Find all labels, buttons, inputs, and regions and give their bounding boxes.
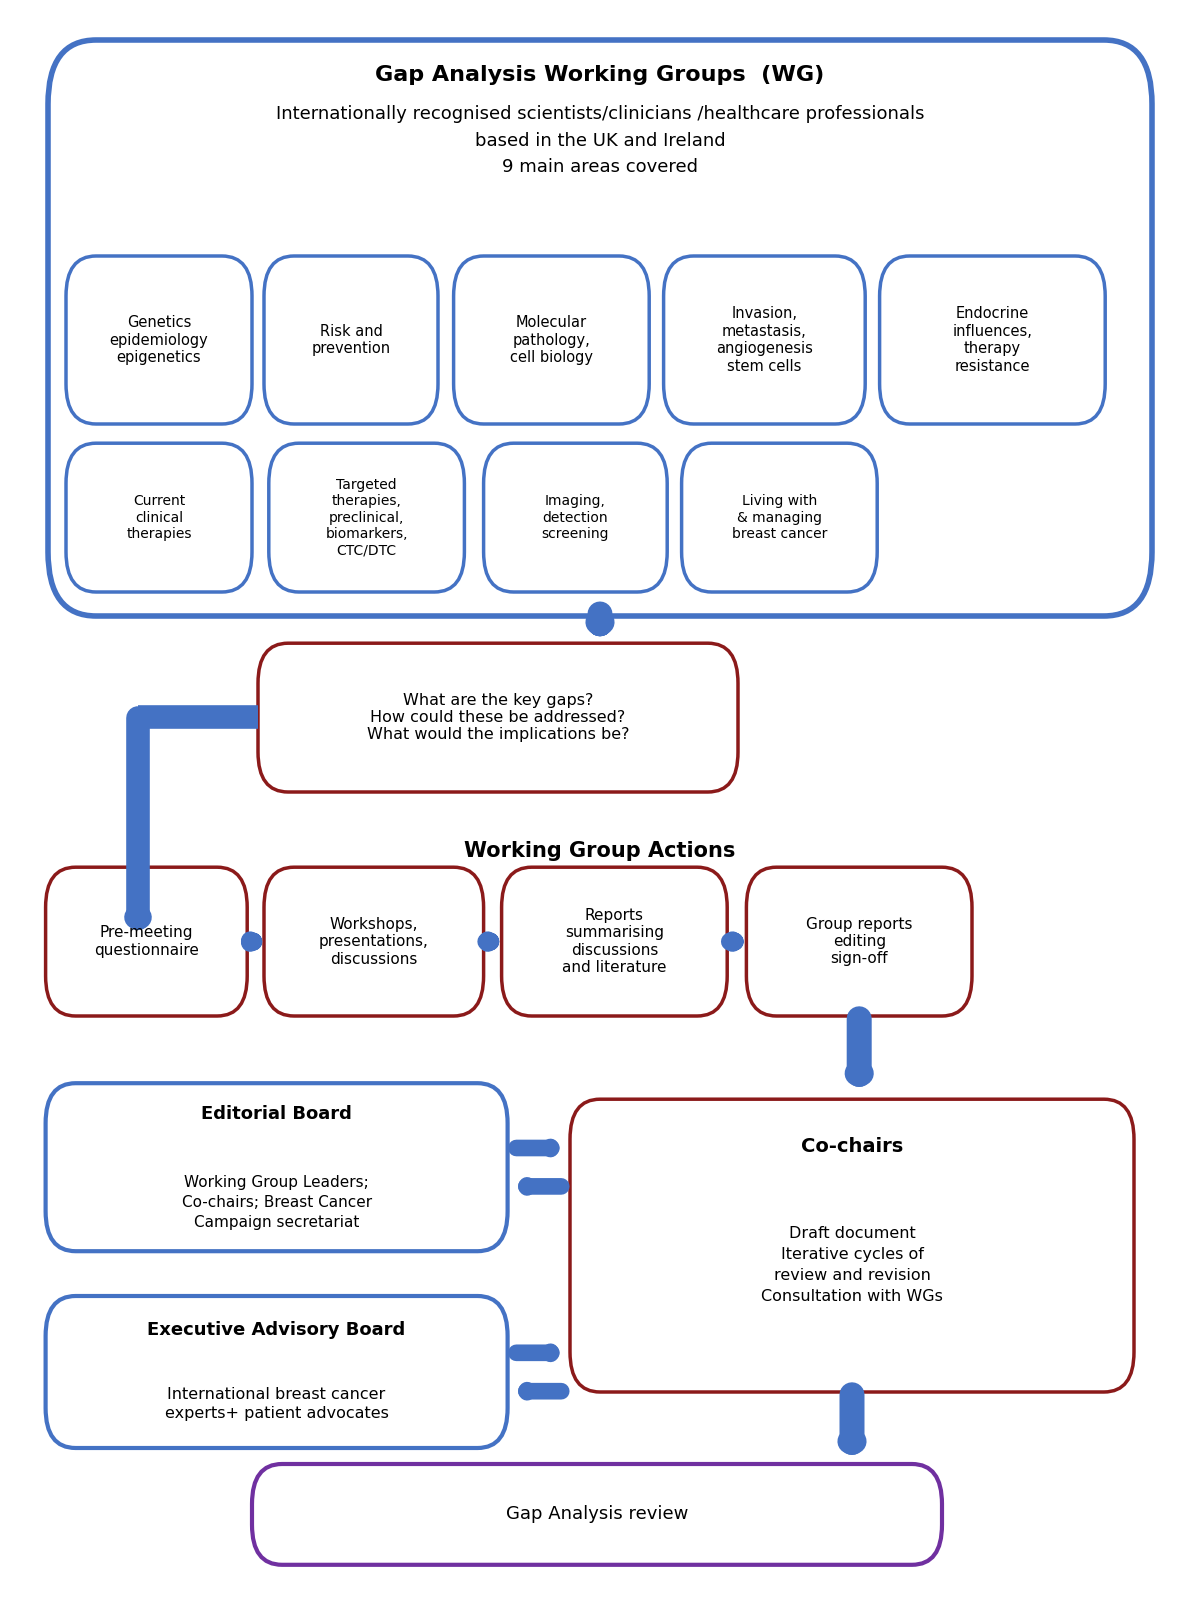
- Text: Executive Advisory Board: Executive Advisory Board: [148, 1322, 406, 1339]
- FancyBboxPatch shape: [682, 443, 877, 592]
- FancyBboxPatch shape: [484, 443, 667, 592]
- FancyBboxPatch shape: [258, 643, 738, 792]
- Text: Group reports
editing
sign-off: Group reports editing sign-off: [806, 917, 912, 966]
- Text: Gap Analysis Working Groups  (WG): Gap Analysis Working Groups (WG): [376, 66, 824, 85]
- FancyBboxPatch shape: [252, 1464, 942, 1565]
- Text: International breast cancer
experts+ patient advocates: International breast cancer experts+ pat…: [164, 1387, 389, 1421]
- Text: Pre-meeting
questionnaire: Pre-meeting questionnaire: [94, 925, 199, 958]
- FancyBboxPatch shape: [664, 256, 865, 424]
- Text: Molecular
pathology,
cell biology: Molecular pathology, cell biology: [510, 315, 593, 365]
- Text: Internationally recognised scientists/clinicians /healthcare professionals
based: Internationally recognised scientists/cl…: [276, 106, 924, 176]
- Text: Reports
summarising
discussions
and literature: Reports summarising discussions and lite…: [562, 909, 667, 976]
- Text: Endocrine
influences,
therapy
resistance: Endocrine influences, therapy resistance: [953, 307, 1032, 373]
- Text: What are the key gaps?
How could these be addressed?
What would the implications: What are the key gaps? How could these b…: [367, 693, 629, 742]
- Text: Gap Analysis review: Gap Analysis review: [506, 1506, 688, 1523]
- FancyBboxPatch shape: [46, 867, 247, 1016]
- FancyBboxPatch shape: [570, 1099, 1134, 1392]
- FancyBboxPatch shape: [66, 256, 252, 424]
- FancyBboxPatch shape: [880, 256, 1105, 424]
- Text: Imaging,
detection
screening: Imaging, detection screening: [541, 494, 610, 541]
- FancyBboxPatch shape: [66, 443, 252, 592]
- Text: Draft document
Iterative cycles of
review and revision
Consultation with WGs: Draft document Iterative cycles of revie…: [761, 1226, 943, 1304]
- FancyBboxPatch shape: [264, 256, 438, 424]
- FancyBboxPatch shape: [454, 256, 649, 424]
- Text: Workshops,
presentations,
discussions: Workshops, presentations, discussions: [319, 917, 428, 966]
- Text: Co-chairs: Co-chairs: [800, 1138, 904, 1155]
- Text: Targeted
therapies,
preclinical,
biomarkers,
CTC/DTC: Targeted therapies, preclinical, biomark…: [325, 478, 408, 557]
- Text: Invasion,
metastasis,
angiogenesis
stem cells: Invasion, metastasis, angiogenesis stem …: [716, 307, 812, 373]
- Text: Living with
& managing
breast cancer: Living with & managing breast cancer: [732, 494, 827, 541]
- FancyBboxPatch shape: [46, 1083, 508, 1251]
- Text: Risk and
prevention: Risk and prevention: [312, 323, 390, 357]
- Text: Genetics
epidemiology
epigenetics: Genetics epidemiology epigenetics: [109, 315, 209, 365]
- FancyBboxPatch shape: [269, 443, 464, 592]
- FancyBboxPatch shape: [48, 40, 1152, 616]
- Text: Current
clinical
therapies: Current clinical therapies: [126, 494, 192, 541]
- FancyBboxPatch shape: [264, 867, 484, 1016]
- FancyBboxPatch shape: [46, 1296, 508, 1448]
- Text: Editorial Board: Editorial Board: [202, 1106, 352, 1123]
- Text: Working Group Leaders;
Co-chairs; Breast Cancer
Campaign secretariat: Working Group Leaders; Co-chairs; Breast…: [181, 1174, 372, 1230]
- FancyBboxPatch shape: [746, 867, 972, 1016]
- Text: Working Group Actions: Working Group Actions: [464, 842, 736, 861]
- FancyBboxPatch shape: [502, 867, 727, 1016]
